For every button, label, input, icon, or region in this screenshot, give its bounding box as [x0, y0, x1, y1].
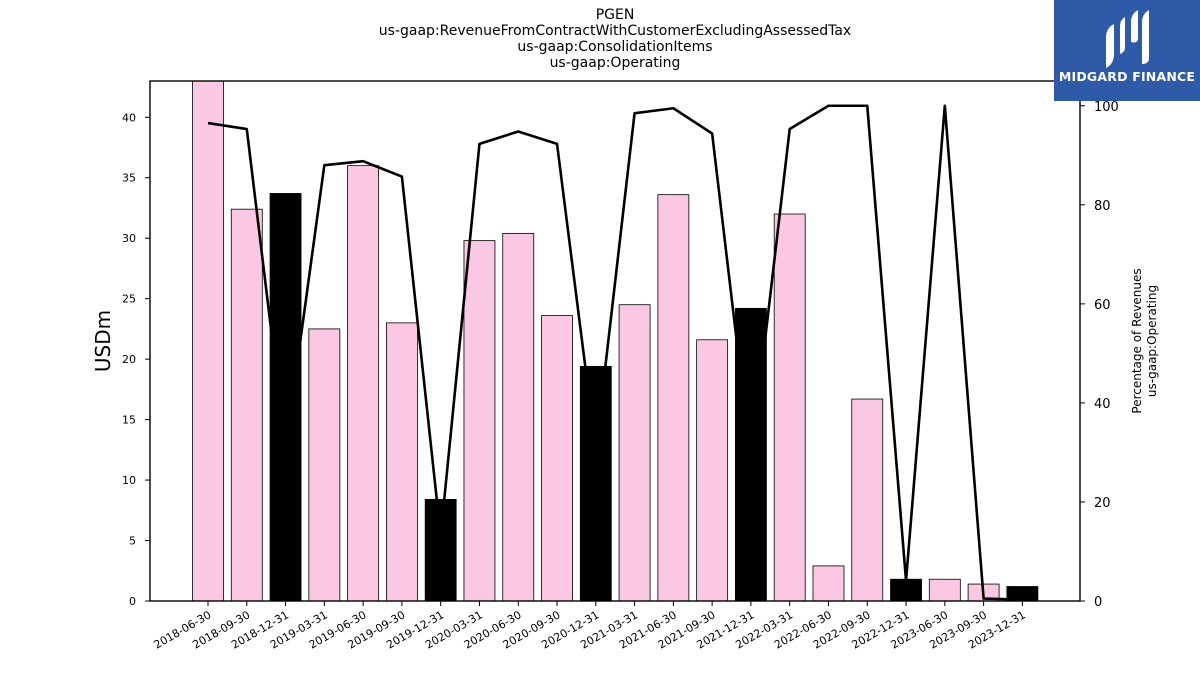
- bar: [696, 339, 729, 602]
- y-tick-label: 30: [122, 232, 136, 245]
- y-tick-label: 5: [129, 535, 136, 548]
- bar: [424, 499, 457, 602]
- bar: [347, 165, 380, 602]
- bar: [541, 315, 573, 602]
- bar: [192, 80, 224, 602]
- bar: [890, 578, 922, 602]
- bar: [579, 365, 612, 602]
- bar: [502, 232, 535, 602]
- chart-title-line-4: us-gaap:Operating: [549, 55, 681, 71]
- bar: [385, 322, 418, 602]
- y2-tick-label: 40: [1094, 397, 1111, 412]
- bar: [269, 193, 302, 602]
- bar: [618, 304, 651, 602]
- chart-title-line-2: us-gaap:RevenueFromContractWithCustomerE…: [378, 23, 852, 39]
- plot-frame: [149, 80, 1081, 602]
- midgard-logo-icon: [1106, 10, 1149, 68]
- y-tick-label: 35: [122, 172, 136, 185]
- bar: [851, 398, 884, 602]
- y-tick-label: 40: [122, 111, 136, 124]
- y2-tick-label: 20: [1094, 496, 1111, 511]
- y-tick-label: 15: [122, 414, 136, 427]
- bar: [812, 565, 845, 602]
- y-axis-label: USDm: [91, 310, 115, 372]
- brand-logo: MIDGARD FINANCE: [1054, 0, 1200, 101]
- bar: [230, 208, 263, 602]
- chart-title-line-3: us-gaap:ConsolidationItems: [517, 39, 713, 55]
- y2-axis-label-line-1: Percentage of Revenues: [1130, 268, 1144, 413]
- bar: [773, 213, 806, 602]
- bar: [308, 328, 341, 602]
- y-tick-label: 20: [122, 353, 136, 366]
- y2-axis-label-line-2: us-gaap:Operating: [1145, 285, 1159, 397]
- bar: [463, 240, 496, 602]
- y2-tick-label: 100: [1094, 100, 1119, 115]
- chart-title-line-1: PGEN: [595, 7, 635, 23]
- y2-tick-label: 80: [1094, 199, 1111, 214]
- bar: [657, 194, 690, 602]
- y2-tick-label: 60: [1094, 298, 1111, 313]
- bar: [928, 578, 961, 602]
- y-tick-label: 25: [122, 293, 136, 306]
- y-tick-label: 0: [129, 595, 136, 608]
- series-line: [207, 104, 1023, 601]
- y-tick-label: 10: [122, 474, 136, 487]
- brand-name: MIDGARD FINANCE: [1058, 69, 1196, 84]
- y2-tick-label: 0: [1094, 595, 1102, 610]
